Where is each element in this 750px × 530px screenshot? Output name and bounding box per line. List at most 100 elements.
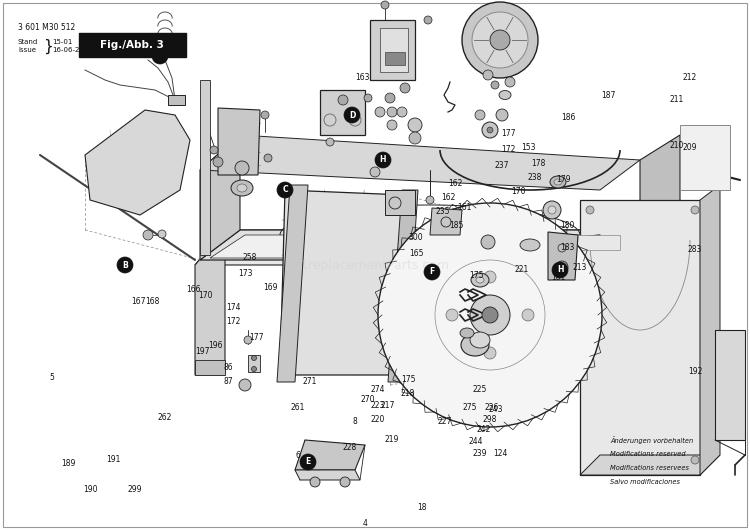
Circle shape [490,30,510,50]
Text: 262: 262 [158,413,172,422]
Text: 238: 238 [528,173,542,182]
Circle shape [277,182,293,198]
Circle shape [210,146,218,154]
Text: 179: 179 [556,175,570,184]
Text: H: H [556,266,563,275]
Circle shape [397,107,407,117]
Ellipse shape [461,334,489,356]
Circle shape [261,111,269,119]
Text: 298: 298 [483,416,497,425]
Text: 237: 237 [495,161,509,170]
Polygon shape [195,230,660,265]
Circle shape [484,347,496,359]
Text: 183: 183 [560,243,574,252]
Circle shape [364,94,372,102]
Text: 153: 153 [520,144,536,153]
Text: 258: 258 [243,253,257,262]
Polygon shape [580,455,720,475]
Text: 187: 187 [601,91,615,100]
Text: 168: 168 [145,297,159,306]
Text: 161: 161 [457,204,471,213]
Polygon shape [277,185,308,382]
Circle shape [244,336,252,344]
Text: 170: 170 [511,188,525,197]
Text: 221: 221 [514,266,529,275]
Text: 223: 223 [370,401,386,410]
Text: 211: 211 [670,95,684,104]
Text: 235: 235 [436,208,450,216]
Polygon shape [620,230,660,375]
Circle shape [505,77,515,87]
Circle shape [484,271,496,283]
Circle shape [300,454,316,470]
Polygon shape [548,232,578,280]
Circle shape [387,107,397,117]
Circle shape [152,48,168,64]
Text: 8: 8 [352,418,357,427]
Circle shape [483,70,493,80]
Circle shape [462,2,538,78]
Polygon shape [370,20,415,80]
Text: }: } [43,38,52,54]
Polygon shape [200,135,240,260]
Text: 173: 173 [238,269,252,278]
Text: 271: 271 [303,377,317,386]
Ellipse shape [476,277,484,283]
Circle shape [117,257,133,273]
Circle shape [378,203,602,427]
Circle shape [251,367,257,372]
FancyBboxPatch shape [79,33,186,57]
Ellipse shape [550,176,566,188]
Polygon shape [248,355,260,372]
Polygon shape [218,108,260,175]
Text: Fig./Abb. 3: Fig./Abb. 3 [100,40,164,50]
Circle shape [472,12,528,68]
Text: Issue: Issue [18,47,36,53]
Circle shape [482,122,498,138]
Polygon shape [280,190,405,375]
Text: 165: 165 [409,249,423,258]
Circle shape [586,206,594,214]
Text: H: H [380,155,386,164]
Circle shape [409,132,421,144]
Text: 180: 180 [560,220,574,229]
Circle shape [344,107,360,123]
Polygon shape [700,185,720,475]
Polygon shape [320,90,365,135]
Text: Stand: Stand [18,39,38,45]
Ellipse shape [554,179,562,185]
Circle shape [310,477,320,487]
Text: 87: 87 [224,377,232,386]
Text: 4: 4 [362,518,368,527]
Text: 196: 196 [208,340,222,349]
Text: D: D [349,110,355,119]
Circle shape [385,93,395,103]
Circle shape [424,264,440,280]
Text: 300: 300 [409,234,423,243]
Circle shape [496,109,508,121]
Text: 242: 242 [477,426,491,435]
Text: 162: 162 [441,193,455,202]
Ellipse shape [470,332,490,348]
Circle shape [338,95,348,105]
Text: Modifications reservees: Modifications reservees [610,465,689,471]
Polygon shape [200,135,640,190]
Text: 191: 191 [106,455,120,464]
Circle shape [387,120,397,130]
Circle shape [424,16,432,24]
Text: 1replacementParts.com: 1replacementParts.com [301,259,449,271]
Text: 244: 244 [469,437,483,446]
Text: Salvo modificaciones: Salvo modificaciones [610,479,680,485]
Polygon shape [200,230,680,260]
Circle shape [446,309,458,321]
Text: 225: 225 [472,385,488,394]
Circle shape [491,81,499,89]
Text: 227: 227 [438,418,452,427]
Polygon shape [430,208,462,235]
Circle shape [543,201,561,219]
Text: E: E [305,457,310,466]
Ellipse shape [471,273,489,287]
Polygon shape [640,135,680,260]
Text: 190: 190 [82,485,98,494]
Text: 163: 163 [355,74,369,83]
